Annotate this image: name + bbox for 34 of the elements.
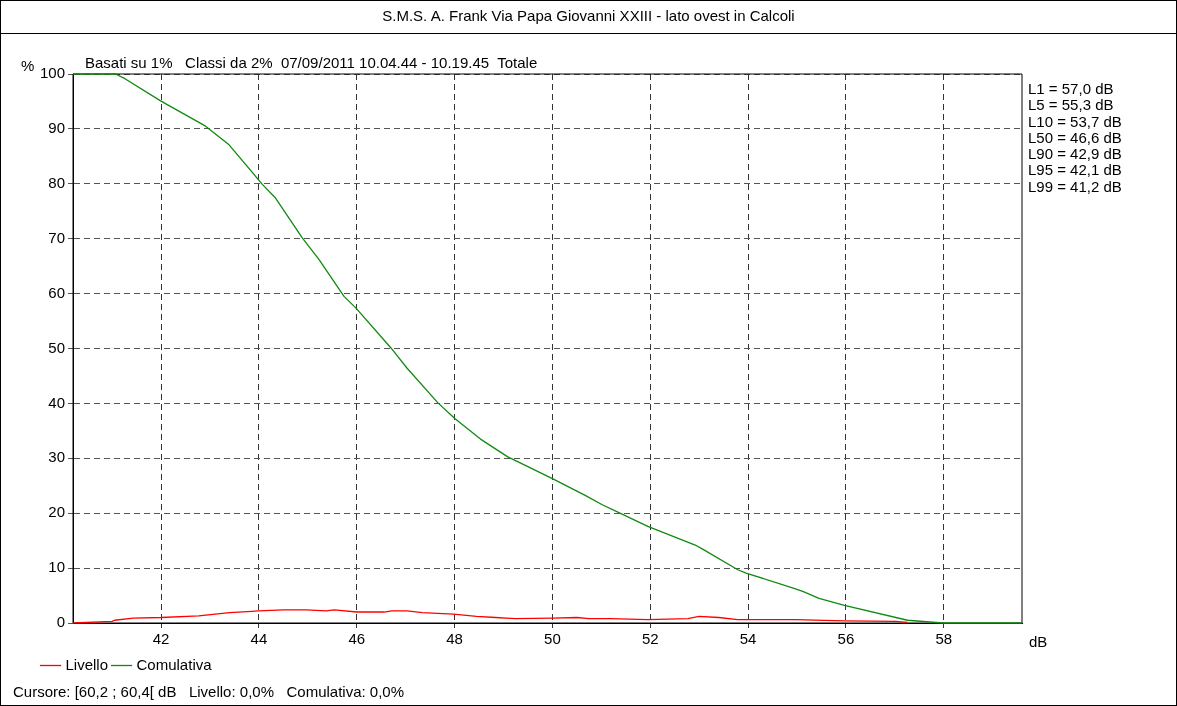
y-tick-label: 70: [48, 228, 66, 246]
text: L50 = 46,6 dB: [1028, 128, 1122, 146]
x-tick-label: 52: [641, 630, 659, 648]
text: L5 = 55,3 dB: [1028, 96, 1114, 114]
legend-label: Livello: [65, 655, 109, 673]
x-tick-label: 46: [348, 630, 366, 648]
x-tick-label: 54: [739, 630, 757, 648]
legend-label: Comulativa: [136, 655, 213, 673]
chart-title: S.M.S. A. Frank Via Papa Giovanni XXIII - lato ovest in Calcoli: [1, 1, 1176, 34]
text: L10 = 53,7 dB: [1028, 112, 1122, 130]
y-tick-label: 30: [48, 448, 66, 466]
y-tick-label: 100: [40, 64, 66, 82]
text: L90 = 42,9 dB: [1028, 145, 1122, 163]
x-tick-label: 50: [544, 630, 561, 648]
x-tick-label: 42: [152, 630, 170, 648]
x-tick-label: 48: [446, 630, 463, 648]
y-tick-label: 80: [48, 173, 66, 191]
x-tick-label: 56: [837, 630, 855, 648]
y-tick-label: 10: [48, 558, 66, 576]
y-tick-label: 60: [48, 283, 66, 301]
text: L95 = 42,1 dB: [1028, 161, 1122, 179]
y-tick-label: 0: [56, 613, 66, 631]
x-tick-label: 58: [935, 630, 953, 648]
y-tick-label: 20: [48, 503, 66, 521]
y-tick-label: 90: [48, 119, 66, 137]
x-axis-title: dB: [1029, 633, 1048, 650]
x-tick-label: 44: [250, 630, 268, 648]
text: L1 = 57,0 dB: [1028, 80, 1114, 97]
y-tick-label: 40: [48, 393, 66, 411]
chart-subtitle: Basati su 1% Classi da 2% 07/09/2011 10.04.44 - 10.19.45 Totale: [85, 54, 538, 71]
text: Cursore: [60,2 ; 60,4[ dB Livello: 0,0% Comulativa: 0,0%: [13, 683, 405, 700]
y-axis-title: %: [21, 57, 35, 74]
text: L99 = 41,2 dB: [1028, 177, 1122, 195]
y-tick-label: 50: [48, 338, 66, 356]
